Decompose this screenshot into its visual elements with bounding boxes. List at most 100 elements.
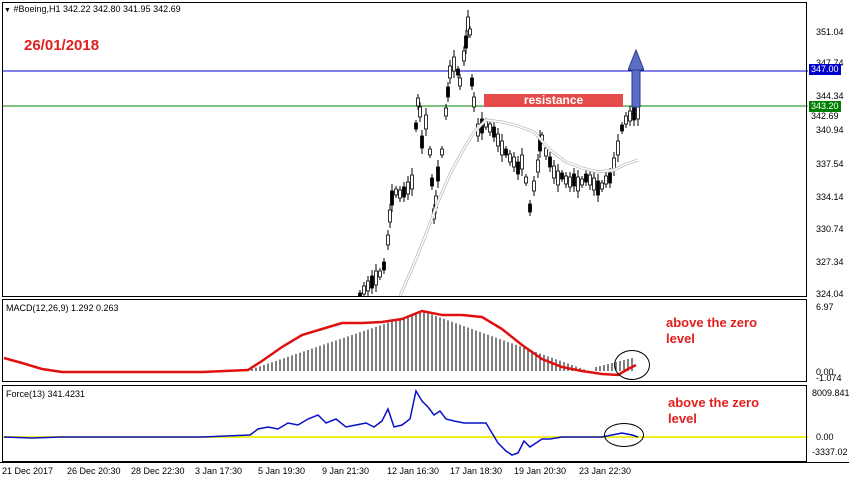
macd-pane[interactable] [2, 299, 808, 382]
candle-body [544, 147, 548, 157]
triangle-down-icon[interactable]: ▼ [4, 7, 11, 14]
force-pane[interactable] [2, 385, 808, 461]
candle-body [556, 170, 560, 186]
candle-body [378, 270, 382, 278]
symbol-info: #Boeing,H1 342.22 342.80 341.95 342.69 [13, 4, 181, 14]
candle-body [462, 50, 466, 62]
candle-body [492, 126, 496, 138]
candle-body [388, 209, 392, 223]
candle-body [632, 107, 636, 121]
current-price-tag: 342.69 [809, 111, 841, 122]
force-annotation: above the zero level [668, 395, 760, 426]
macd-axis: 6.97 0.00 -1.074 [808, 299, 849, 383]
candle-body [386, 234, 390, 246]
candle-body [528, 203, 532, 213]
candle-body [504, 148, 508, 156]
candle-body [446, 86, 450, 98]
price-axis[interactable]: 351.04 347.74 344.34 340.94 337.54 334.1… [808, 2, 849, 299]
price-pane[interactable] [2, 2, 808, 297]
force-axis: 8009.841 0.00 -3337.02 [808, 385, 849, 461]
price-tick: 324.04 [816, 289, 844, 299]
candle-body [398, 189, 402, 199]
candle-body [394, 188, 398, 196]
candle-body [370, 275, 374, 289]
macd-header: MACD(12,26,9) 1.292 0.263 [6, 303, 119, 313]
time-tick: 19 Jan 20:30 [514, 466, 567, 476]
resistance-label: resistance [523, 93, 584, 107]
time-tick: 26 Dec 20:30 [67, 466, 121, 476]
candle-body [600, 182, 604, 190]
force-header: Force(13) 341.4231 [6, 389, 86, 399]
moving-average-line [399, 119, 639, 297]
candle-body [516, 161, 520, 175]
candle-body [406, 181, 410, 195]
price-tick: 337.54 [816, 159, 844, 169]
candle-body [402, 186, 406, 198]
candle-body [624, 115, 628, 125]
price-tick: 347.74 [816, 58, 844, 68]
blue-level-tag: 347.00 [809, 64, 841, 75]
candle-body [588, 174, 592, 186]
green-level-tag: 343.20 [809, 101, 841, 112]
time-tick: 28 Dec 22:30 [131, 466, 185, 476]
candle-body [508, 153, 512, 163]
candle-body [436, 166, 440, 182]
candle-body [584, 173, 588, 183]
candle-body [560, 172, 564, 180]
force-tick: 0.00 [816, 432, 834, 442]
time-axis[interactable]: 21 Dec 2017 26 Dec 20:30 28 Dec 22:30 3 … [0, 462, 849, 482]
candle-body [458, 77, 462, 87]
macd-tick: 0.00 [816, 367, 834, 377]
candle-body [430, 177, 434, 187]
candle-body [472, 96, 476, 108]
force-chart [2, 388, 808, 456]
candle-body [424, 114, 428, 130]
up-arrow-icon [628, 49, 644, 108]
price-tick: 327.34 [816, 257, 844, 267]
candle-body [580, 178, 584, 186]
candle-body [366, 280, 370, 292]
candle-body [548, 156, 552, 168]
price-header: ▼ #Boeing,H1 342.22 342.80 341.95 342.69 [4, 4, 181, 14]
candle-body [358, 292, 362, 297]
candle-body [500, 140, 504, 156]
time-tick: 21 Dec 2017 [2, 466, 54, 476]
macd-annotation: above the zero level [666, 315, 758, 346]
candle-body [572, 173, 576, 187]
macd-signal-line [3, 309, 637, 377]
macd-tick: -1.074 [816, 373, 842, 383]
force-highlight-circle [604, 423, 644, 447]
candle-body [428, 148, 432, 156]
price-chart [2, 10, 808, 297]
candle-body [552, 165, 556, 179]
candle-body [416, 97, 420, 107]
candle-body [468, 28, 472, 36]
candle-body [512, 156, 516, 168]
candle-body [620, 124, 624, 132]
candle-body [410, 174, 414, 190]
candle-body [420, 135, 424, 149]
candle-body [488, 123, 492, 133]
candle-body [382, 261, 386, 271]
candle-body [496, 133, 500, 147]
candle-body [414, 122, 418, 130]
candle-body [524, 176, 528, 184]
candle-body [628, 110, 632, 122]
time-tick: 5 Jan 19:30 [258, 466, 306, 476]
candle-body [362, 285, 366, 295]
time-tick: 23 Jan 22:30 [579, 466, 632, 476]
time-tick: 3 Jan 17:30 [195, 466, 243, 476]
candle-body [448, 65, 452, 79]
candle-body [470, 77, 474, 87]
candle-body [390, 190, 394, 206]
date-annotation: 26/01/2018 [24, 37, 100, 54]
price-tick: 330.74 [816, 224, 844, 234]
candle-body [532, 180, 536, 192]
price-tick: 340.94 [816, 125, 844, 135]
candle-body [466, 16, 470, 32]
candle-body [536, 159, 540, 173]
macd-highlight-circle [614, 350, 650, 380]
candle-body [418, 106, 422, 118]
price-tick: 334.14 [816, 192, 844, 202]
